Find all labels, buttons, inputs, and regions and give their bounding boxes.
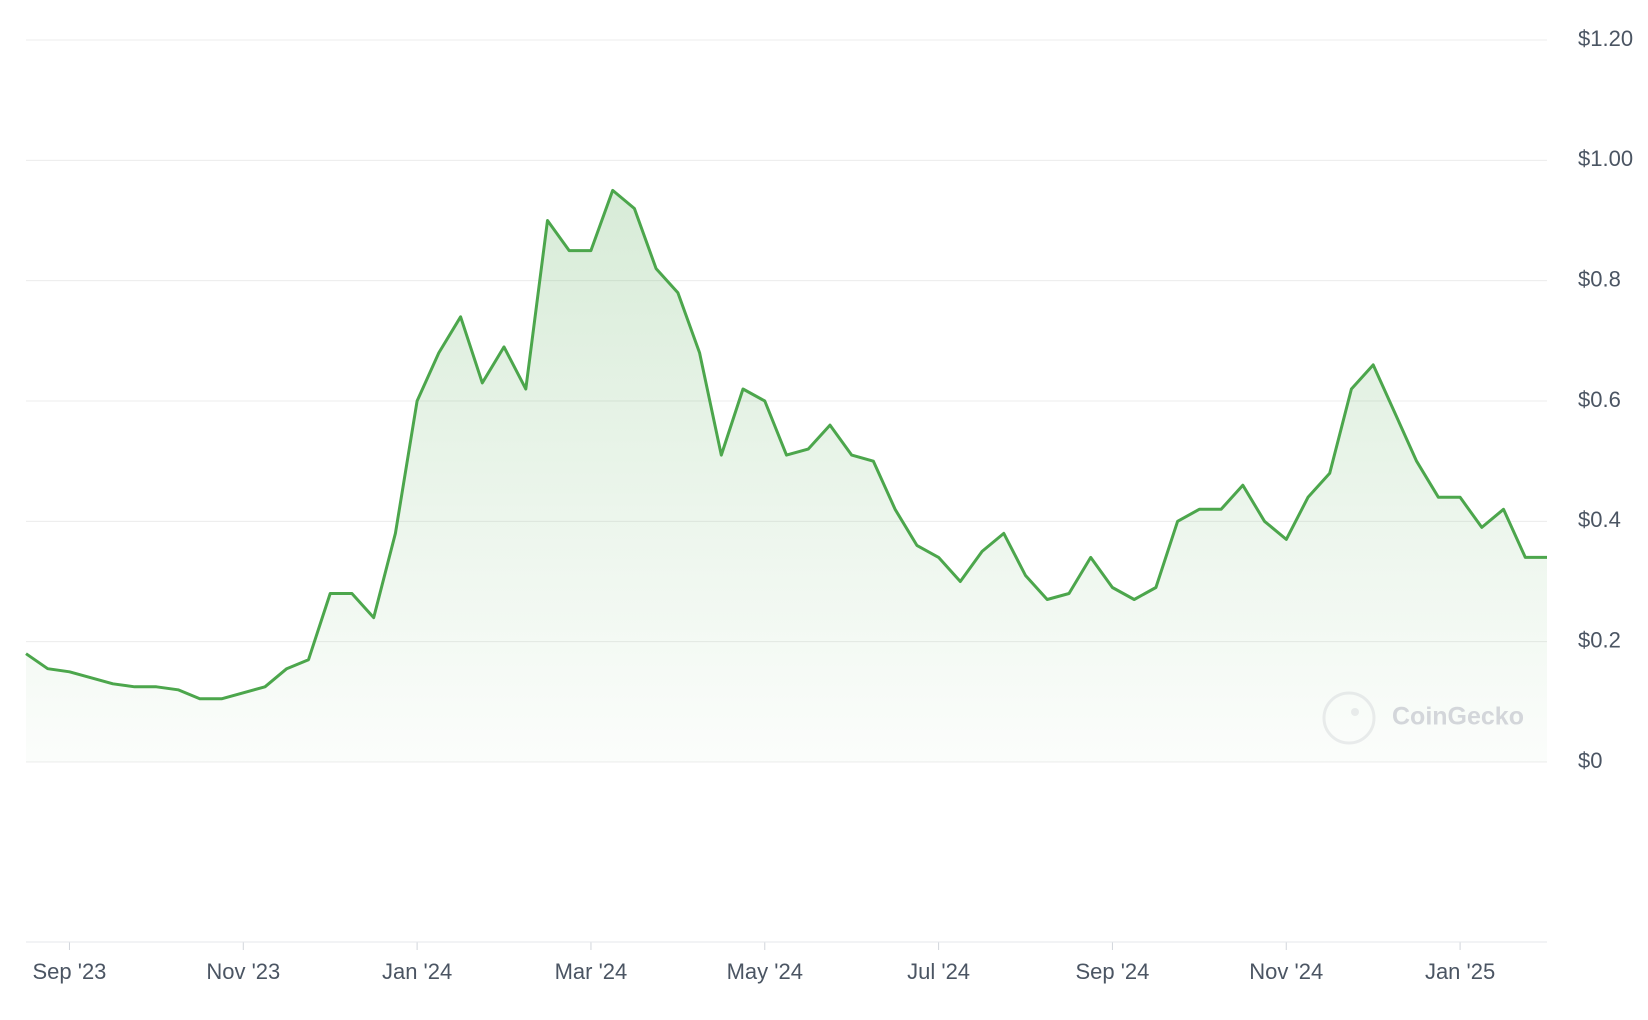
y-tick-label: $0.8 xyxy=(1578,266,1621,291)
x-tick-label: Mar '24 xyxy=(555,959,628,984)
x-tick-label: Nov '24 xyxy=(1249,959,1323,984)
watermark-logo xyxy=(1322,691,1376,745)
area-fill xyxy=(26,190,1547,762)
y-tick-label: $0.6 xyxy=(1578,387,1621,412)
x-tick-label: Jan '24 xyxy=(382,959,452,984)
y-tick-label: $0.2 xyxy=(1578,627,1621,652)
price-line xyxy=(25,188,1547,701)
x-tick-label: Sep '24 xyxy=(1075,959,1149,984)
x-tick-label: Nov '23 xyxy=(206,959,280,984)
watermark: CoinGecko xyxy=(1392,703,1524,731)
y-tick-label: $0.4 xyxy=(1578,507,1621,532)
y-tick-label: $0 xyxy=(1578,748,1602,773)
x-tick-label: May '24 xyxy=(727,959,803,984)
x-tick-label: Sep '23 xyxy=(32,959,106,984)
x-tick-label: Jul '24 xyxy=(907,959,970,984)
y-tick-label: $1.00 xyxy=(1578,146,1633,171)
x-tick-label: Jan '25 xyxy=(1425,959,1495,984)
plot: $0 $0.2 $0.4 $0.6 $0.8 $1.00 $1.20 Sep '23 Nov '… xyxy=(25,26,1633,984)
y-tick-label: $1.20 xyxy=(1578,26,1633,51)
